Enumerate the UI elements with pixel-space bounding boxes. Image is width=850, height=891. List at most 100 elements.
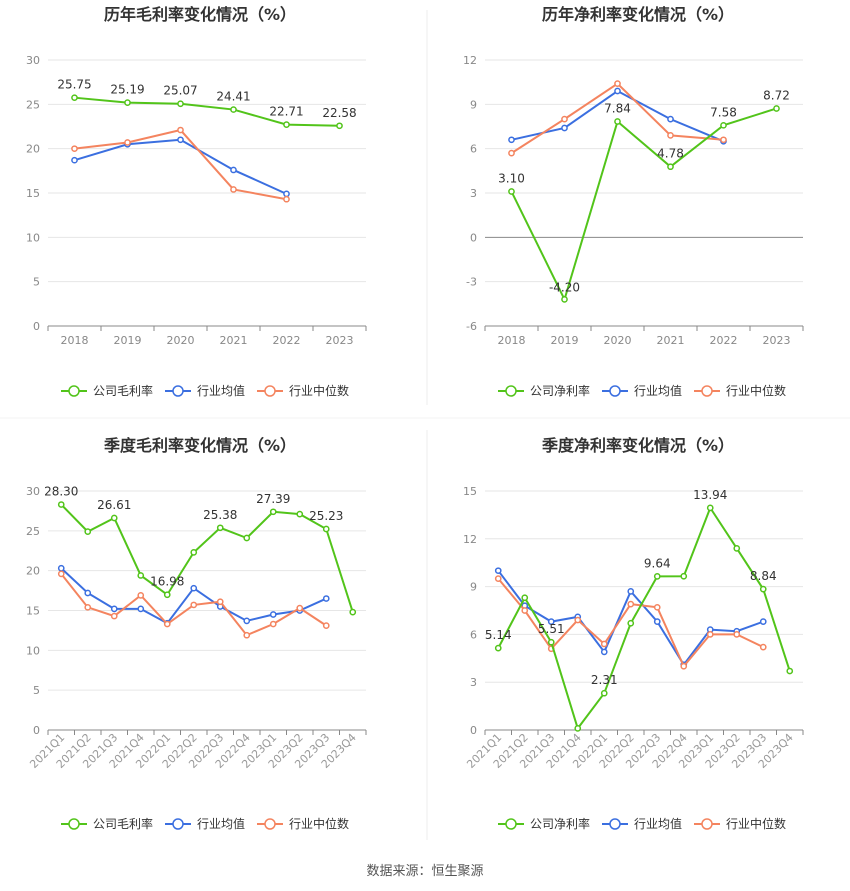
data-point-company	[733, 545, 741, 552]
series-line-avg	[497, 570, 764, 667]
data-point-company	[706, 504, 714, 512]
chart-title: 季度毛利率变化情况（%）	[103, 436, 296, 455]
legend-swatch-marker	[172, 818, 184, 830]
data-point-company	[574, 725, 582, 732]
legend-item-avg: 行业均值	[165, 383, 245, 398]
data-label: 25.19	[110, 83, 144, 97]
data-point-company	[349, 608, 357, 616]
data-point-company	[667, 163, 674, 171]
legend-item-company: 公司毛利率	[61, 816, 153, 831]
y-tick-label: 5	[33, 276, 40, 289]
legend-item-company: 公司毛利率	[61, 383, 153, 398]
y-tick-label: 15	[26, 187, 40, 200]
data-point-company	[163, 591, 171, 599]
data-point-company	[627, 619, 635, 627]
data-point-avg	[137, 605, 145, 613]
legend-swatch-marker	[68, 385, 80, 397]
data-point-median	[137, 592, 145, 599]
legend-label: 公司净利率	[530, 816, 590, 831]
data-point-company	[110, 514, 118, 522]
data-point-median	[243, 631, 251, 639]
data-label: 16.98	[150, 575, 184, 589]
data-point-avg	[243, 617, 251, 625]
y-tick-label: 15	[26, 605, 40, 618]
data-point-company	[508, 188, 515, 195]
x-tick-label: 2022	[273, 334, 301, 347]
data-label: 24.41	[216, 90, 250, 104]
data-point-company	[71, 94, 78, 102]
legend-label: 行业中位数	[289, 383, 349, 398]
x-tick-label: 2020	[167, 334, 195, 347]
data-point-median	[720, 136, 727, 144]
y-tick-label: 30	[26, 54, 40, 67]
data-point-median	[296, 604, 304, 612]
x-tick-label: 2021	[220, 334, 248, 347]
legend-label: 行业均值	[197, 816, 245, 831]
data-point-median	[600, 640, 608, 648]
chart-1: 历年毛利率变化情况（%） 0 5 10 15 20 25 30 2018 2019 2020 2021…	[26, 5, 367, 398]
data-point-median	[494, 575, 502, 582]
legend-label: 行业均值	[197, 383, 245, 398]
y-tick-label: 10	[26, 231, 40, 244]
series-line-company	[497, 505, 791, 731]
data-label: 25.23	[309, 509, 343, 523]
legend-label: 行业均值	[634, 816, 682, 831]
y-tick-label: 10	[26, 644, 40, 657]
data-point-avg	[269, 611, 277, 618]
y-tick-label: 20	[26, 143, 40, 156]
data-label: 5.51	[538, 622, 565, 636]
y-tick-label: 9	[470, 581, 477, 594]
legend-item-company: 公司净利率	[498, 383, 590, 398]
data-point-avg	[283, 190, 290, 198]
data-point-company	[653, 573, 661, 580]
y-tick-label: 6	[470, 143, 477, 156]
x-tick-label: 2018	[498, 334, 526, 347]
data-point-median	[163, 620, 171, 628]
data-point-company	[216, 524, 224, 532]
data-point-median	[574, 616, 582, 624]
legend-swatch-marker	[505, 385, 517, 397]
data-point-median	[680, 662, 688, 670]
chart-title: 历年净利率变化情况（%）	[542, 5, 734, 24]
data-point-company	[296, 510, 304, 518]
data-point-avg	[614, 87, 621, 95]
y-tick-label: 9	[470, 98, 477, 111]
data-point-median	[57, 570, 65, 578]
y-tick-label: 5	[33, 684, 40, 697]
y-tick-label: 3	[470, 676, 477, 689]
data-point-median	[71, 145, 78, 153]
legend-label: 公司净利率	[530, 383, 590, 398]
x-tick-label: 2022	[710, 334, 738, 347]
data-point-company	[720, 121, 727, 129]
data-point-median	[110, 612, 118, 620]
data-point-avg	[627, 588, 635, 595]
data-point-median	[269, 620, 277, 628]
data-point-company	[283, 121, 290, 128]
data-point-avg	[600, 648, 608, 656]
data-label: 5.14	[485, 628, 512, 642]
data-label: -4.20	[549, 280, 580, 294]
data-point-company	[561, 296, 568, 303]
data-point-avg	[653, 618, 661, 626]
data-point-avg	[110, 605, 118, 613]
y-tick-label: 12	[463, 533, 477, 546]
data-label: 13.94	[693, 488, 727, 502]
data-point-avg	[71, 156, 78, 164]
y-tick-label: 15	[463, 485, 477, 498]
legend-swatch-marker	[264, 818, 276, 830]
data-label: 25.75	[57, 78, 91, 92]
series-line-company	[74, 96, 340, 127]
y-tick-label: -6	[466, 320, 477, 333]
data-label: 28.30	[44, 485, 78, 499]
data-point-company	[124, 99, 131, 106]
data-label: 22.71	[269, 105, 303, 119]
data-point-company	[84, 528, 92, 535]
data-point-median	[667, 132, 674, 139]
data-point-median	[561, 115, 568, 123]
x-tick-label: 2021	[657, 334, 685, 347]
series-line-avg	[74, 138, 287, 195]
data-point-avg	[494, 567, 502, 575]
y-tick-label: 12	[463, 54, 477, 67]
data-point-avg	[508, 136, 515, 144]
